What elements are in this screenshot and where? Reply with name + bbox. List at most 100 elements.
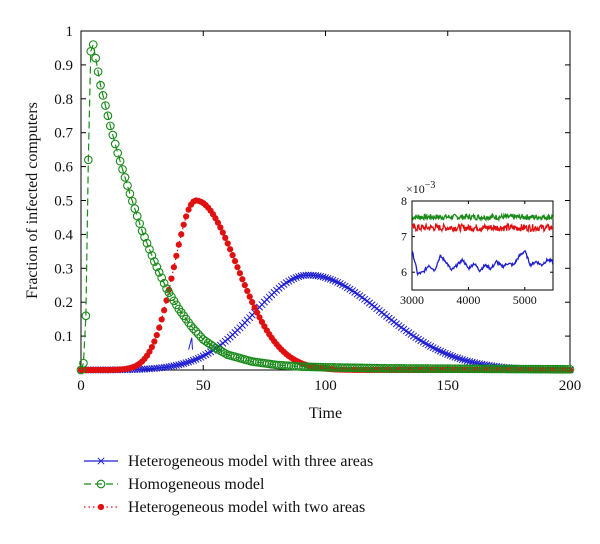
data-point xyxy=(326,275,334,283)
x-tick-label: 200 xyxy=(559,378,582,394)
y-tick-label: 0.6 xyxy=(54,160,73,176)
data-point xyxy=(441,349,449,357)
data-point xyxy=(560,364,570,374)
data-point xyxy=(446,351,454,359)
data-point xyxy=(253,309,261,316)
data-point xyxy=(565,364,575,374)
legend-label: Homogeneous model xyxy=(128,476,265,493)
data-point xyxy=(142,238,152,248)
y-tick-label: 0.2 xyxy=(54,295,73,311)
data-point xyxy=(91,53,101,63)
data-point xyxy=(81,311,91,321)
inset-x-tick-label: 5000 xyxy=(513,293,537,307)
data-point xyxy=(191,327,201,336)
data-point xyxy=(154,268,164,277)
data-point xyxy=(231,258,239,265)
data-point xyxy=(186,321,196,331)
data-point xyxy=(168,275,175,282)
data-point xyxy=(137,226,147,236)
data-point xyxy=(563,364,572,374)
data-point xyxy=(147,251,157,260)
data-point xyxy=(123,181,132,190)
series-2 xyxy=(76,40,575,375)
data-point xyxy=(146,348,153,355)
legend-item: Heterogeneous model with two areas xyxy=(84,499,365,516)
data-point xyxy=(217,224,224,231)
data-point xyxy=(451,353,459,361)
data-point xyxy=(93,67,103,77)
inset-frame xyxy=(411,200,554,291)
data-point xyxy=(321,274,330,282)
data-point xyxy=(189,324,198,333)
data-point xyxy=(229,252,236,259)
data-point xyxy=(180,221,187,228)
annotation-mark xyxy=(188,337,193,350)
data-point xyxy=(329,276,337,284)
legend-label: Heterogeneous model with three areas xyxy=(128,453,373,470)
data-point xyxy=(159,278,169,288)
data-point xyxy=(113,148,123,158)
data-point xyxy=(324,274,332,282)
data-point xyxy=(178,231,185,238)
data-point xyxy=(239,276,246,283)
data-point xyxy=(182,359,190,367)
data-point xyxy=(196,332,206,342)
data-point xyxy=(219,229,226,236)
inset-y-tick-label: 8 xyxy=(401,194,407,208)
inset-plot: 3000 4000 5000 6 7 8×10−3 xyxy=(400,180,554,307)
x-axis-label: Time xyxy=(309,405,342,422)
y-tick-label: 0.1 xyxy=(54,329,73,345)
y-axis-label: Fraction of infected computers xyxy=(24,102,41,299)
data-point xyxy=(236,270,244,277)
inset-multiplier: ×10−3 xyxy=(406,180,435,196)
data-point xyxy=(120,173,130,182)
data-point xyxy=(185,358,193,366)
data-point xyxy=(79,358,88,368)
x-tick-label: 0 xyxy=(77,378,85,394)
data-point xyxy=(183,213,190,220)
data-point xyxy=(290,274,298,283)
data-point xyxy=(436,347,444,355)
data-point xyxy=(222,234,229,241)
legend: Heterogeneous model with three areas Homo… xyxy=(84,453,373,516)
inset-y-tick-label: 7 xyxy=(401,230,407,244)
data-point xyxy=(185,206,192,213)
x-tick-label: 100 xyxy=(314,378,337,394)
data-point xyxy=(175,241,182,248)
data-point xyxy=(246,293,253,300)
y-tick-label: 0.5 xyxy=(54,194,73,210)
legend-item: Heterogeneous model with three areas xyxy=(84,453,373,470)
data-point xyxy=(444,350,452,358)
data-point xyxy=(158,316,165,323)
data-point xyxy=(125,189,135,199)
data-point xyxy=(140,232,149,242)
data-point xyxy=(157,273,167,283)
data-point xyxy=(115,156,125,166)
data-point xyxy=(132,211,142,221)
data-point xyxy=(145,244,154,254)
data-point xyxy=(150,257,159,266)
data-point xyxy=(453,354,462,362)
data-point xyxy=(241,282,248,289)
data-point xyxy=(449,352,457,360)
data-point xyxy=(130,204,140,213)
data-point xyxy=(256,314,263,321)
data-point xyxy=(156,324,163,331)
data-point xyxy=(108,130,118,140)
data-point xyxy=(187,357,195,365)
data-point xyxy=(153,331,160,339)
data-point xyxy=(98,91,108,100)
data-point xyxy=(173,252,180,259)
data-point xyxy=(152,262,162,272)
data-point xyxy=(189,356,198,364)
y-tick-label: 0.4 xyxy=(54,227,73,243)
data-point xyxy=(135,219,145,228)
y-tick-label: 0.3 xyxy=(54,261,73,277)
data-point xyxy=(170,264,178,271)
data-point xyxy=(227,246,234,253)
data-point xyxy=(83,155,93,165)
data-point xyxy=(224,240,231,247)
data-point xyxy=(249,299,256,306)
data-point xyxy=(458,355,466,364)
